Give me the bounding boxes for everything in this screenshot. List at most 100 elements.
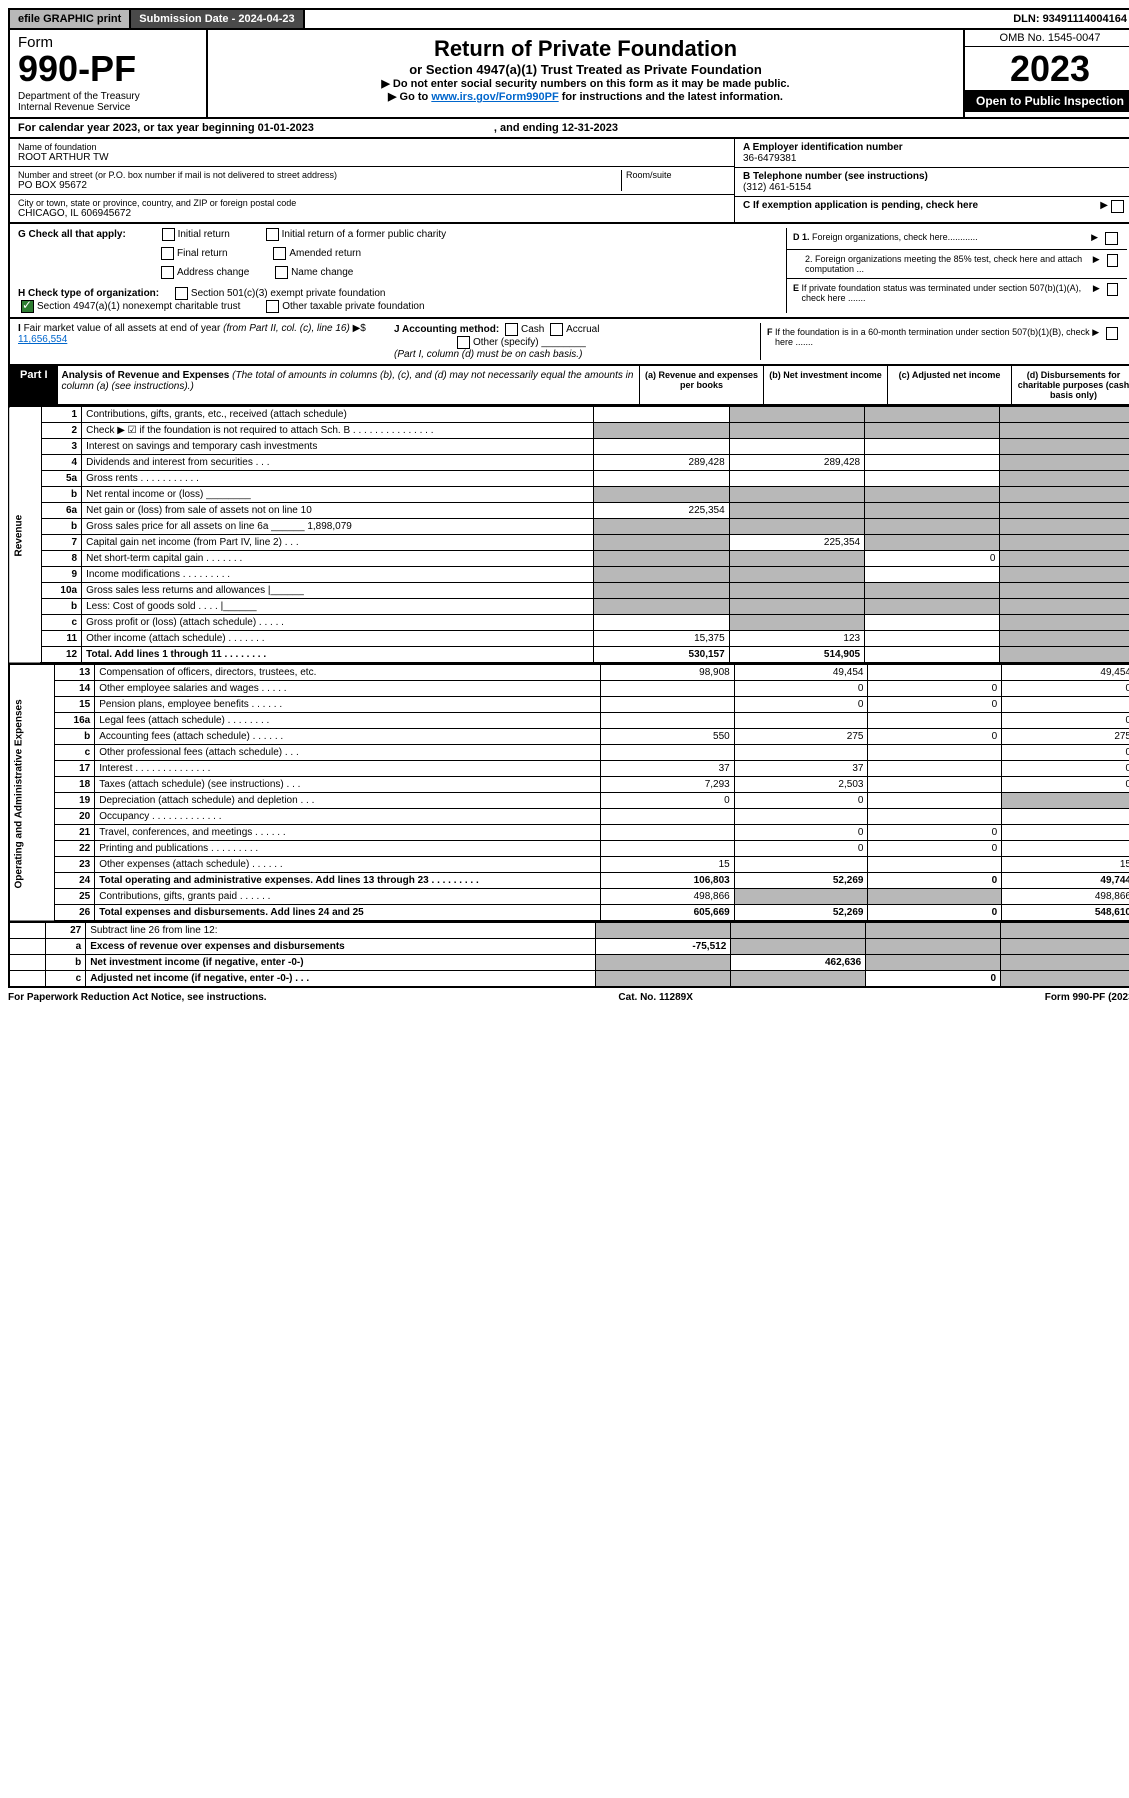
instr-link[interactable]: www.irs.gov/Form990PF	[431, 91, 558, 103]
cash-checkbox[interactable]	[505, 323, 518, 336]
table-row: bLess: Cost of goods sold . . . . |_____…	[9, 599, 1129, 615]
table-row: 17Interest . . . . . . . . . . . . . .37…	[9, 761, 1129, 777]
entity-info: Name of foundation ROOT ARTHUR TW Number…	[8, 139, 1129, 224]
table-row: 5aGross rents . . . . . . . . . . .	[9, 471, 1129, 487]
part-1-header: Part I Analysis of Revenue and Expenses …	[8, 366, 1129, 406]
dln: DLN: 93491114004164	[1005, 10, 1129, 28]
footer-mid: Cat. No. 11289X	[618, 992, 692, 1003]
other-method-checkbox[interactable]	[457, 336, 470, 349]
d2-label: 2. Foreign organizations meeting the 85%…	[805, 254, 1093, 274]
form-subtitle: or Section 4947(a)(1) Trust Treated as P…	[214, 62, 957, 77]
form-header: Form 990-PF Department of the TreasuryIn…	[8, 30, 1129, 119]
table-row: 23Other expenses (attach schedule) . . .…	[9, 857, 1129, 873]
submission-date: Submission Date - 2024-04-23	[131, 10, 304, 28]
amended-return-checkbox[interactable]	[273, 247, 286, 260]
form-number: 990-PF	[18, 51, 198, 87]
table-row: 25Contributions, gifts, grants paid . . …	[9, 889, 1129, 905]
section-g-h: G Check all that apply: Initial return I…	[8, 224, 1129, 319]
col-a-header: (a) Revenue and expenses per books	[639, 366, 763, 404]
table-row: 15Pension plans, employee benefits . . .…	[9, 697, 1129, 713]
addr-label: Number and street (or P.O. box number if…	[18, 170, 621, 180]
foundation-name: ROOT ARTHUR TW	[18, 152, 726, 163]
e-label: If private foundation status was termina…	[802, 283, 1093, 303]
side-label: Operating and Administrative Expenses	[9, 665, 55, 922]
s501-checkbox[interactable]	[175, 287, 188, 300]
open-inspection: Open to Public Inspection	[965, 90, 1129, 112]
part-label: Part I	[10, 366, 58, 404]
table-row: 22Printing and publications . . . . . . …	[9, 841, 1129, 857]
calendar-year: For calendar year 2023, or tax year begi…	[8, 119, 1129, 139]
side-label: Revenue	[9, 407, 41, 664]
col-c-header: (c) Adjusted net income	[887, 366, 1011, 404]
h-label: H Check type of organization:	[18, 288, 159, 299]
other-tax-checkbox[interactable]	[266, 300, 279, 313]
revenue-table: Revenue1Contributions, gifts, grants, et…	[8, 406, 1129, 664]
table-row: cGross profit or (loss) (attach schedule…	[9, 615, 1129, 631]
table-row: 3Interest on savings and temporary cash …	[9, 439, 1129, 455]
section-i-j: I Fair market value of all assets at end…	[8, 319, 1129, 366]
c-checkbox[interactable]	[1111, 200, 1124, 213]
room-label: Room/suite	[626, 170, 726, 180]
j-label: J Accounting method:	[394, 324, 499, 335]
table-row: 16aLegal fees (attach schedule) . . . . …	[9, 713, 1129, 729]
table-row: 26Total expenses and disbursements. Add …	[9, 905, 1129, 922]
f-checkbox[interactable]	[1106, 327, 1118, 340]
foundation-addr: PO BOX 95672	[18, 180, 621, 191]
table-row: 2Check ▶ ☑ if the foundation is not requ…	[9, 423, 1129, 439]
table-row: 12Total. Add lines 1 through 11 . . . . …	[9, 647, 1129, 664]
tax-year: 2023	[965, 47, 1129, 90]
omb-number: OMB No. 1545-0047	[965, 30, 1129, 47]
phone-label: B Telephone number (see instructions)	[743, 171, 1127, 182]
phone: (312) 461-5154	[743, 182, 1127, 193]
net-table: 27Subtract line 26 from line 12:aExcess …	[8, 922, 1129, 988]
j-note: (Part I, column (d) must be on cash basi…	[394, 349, 582, 360]
final-return-checkbox[interactable]	[161, 247, 174, 260]
d2-checkbox[interactable]	[1107, 254, 1118, 267]
table-row: 8Net short-term capital gain . . . . . .…	[9, 551, 1129, 567]
table-row: Operating and Administrative Expenses13C…	[9, 665, 1129, 681]
table-row: 20Occupancy . . . . . . . . . . . . .	[9, 809, 1129, 825]
dept-label: Department of the TreasuryInternal Reven…	[18, 91, 198, 113]
s4947-checkbox[interactable]	[21, 300, 34, 313]
table-row: 10aGross sales less returns and allowanc…	[9, 583, 1129, 599]
page-footer: For Paperwork Reduction Act Notice, see …	[8, 988, 1129, 1007]
d1-label: Foreign organizations, check here.......…	[812, 232, 978, 242]
instr-2: ▶ Go to www.irs.gov/Form990PF for instru…	[214, 90, 957, 103]
initial-former-checkbox[interactable]	[266, 228, 279, 241]
table-row: Revenue1Contributions, gifts, grants, et…	[9, 407, 1129, 423]
name-change-checkbox[interactable]	[275, 266, 288, 279]
name-label: Name of foundation	[18, 142, 726, 152]
table-row: bNet investment income (if negative, ent…	[9, 955, 1129, 971]
table-row: cOther professional fees (attach schedul…	[9, 745, 1129, 761]
form-title: Return of Private Foundation	[214, 36, 957, 62]
top-bar: efile GRAPHIC print Submission Date - 20…	[8, 8, 1129, 30]
footer-right: Form 990-PF (2023)	[1045, 992, 1129, 1003]
table-row: 27Subtract line 26 from line 12:	[9, 923, 1129, 939]
i-label: Fair market value of all assets at end o…	[24, 323, 350, 334]
col-b-header: (b) Net investment income	[763, 366, 887, 404]
expense-table: Operating and Administrative Expenses13C…	[8, 664, 1129, 922]
c-label: C If exemption application is pending, c…	[743, 200, 978, 213]
table-row: bAccounting fees (attach schedule) . . .…	[9, 729, 1129, 745]
table-row: 6aNet gain or (loss) from sale of assets…	[9, 503, 1129, 519]
addr-change-checkbox[interactable]	[161, 266, 174, 279]
table-row: 9Income modifications . . . . . . . . .	[9, 567, 1129, 583]
table-row: aExcess of revenue over expenses and dis…	[9, 939, 1129, 955]
table-row: 14Other employee salaries and wages . . …	[9, 681, 1129, 697]
foundation-city: CHICAGO, IL 606945672	[18, 208, 726, 219]
d1-checkbox[interactable]	[1105, 232, 1118, 245]
fmv-amount: 11,656,554	[18, 334, 67, 345]
table-row: 7Capital gain net income (from Part IV, …	[9, 535, 1129, 551]
f-label: If the foundation is in a 60-month termi…	[775, 327, 1092, 347]
accrual-checkbox[interactable]	[550, 323, 563, 336]
table-row: 11Other income (attach schedule) . . . .…	[9, 631, 1129, 647]
e-checkbox[interactable]	[1107, 283, 1118, 296]
part-title: Analysis of Revenue and Expenses	[62, 370, 230, 381]
efile-label: efile GRAPHIC print	[10, 10, 131, 28]
footer-left: For Paperwork Reduction Act Notice, see …	[8, 992, 267, 1003]
table-row: 19Depreciation (attach schedule) and dep…	[9, 793, 1129, 809]
table-row: 21Travel, conferences, and meetings . . …	[9, 825, 1129, 841]
g-label: G Check all that apply:	[18, 229, 126, 240]
city-label: City or town, state or province, country…	[18, 198, 726, 208]
initial-return-checkbox[interactable]	[162, 228, 175, 241]
